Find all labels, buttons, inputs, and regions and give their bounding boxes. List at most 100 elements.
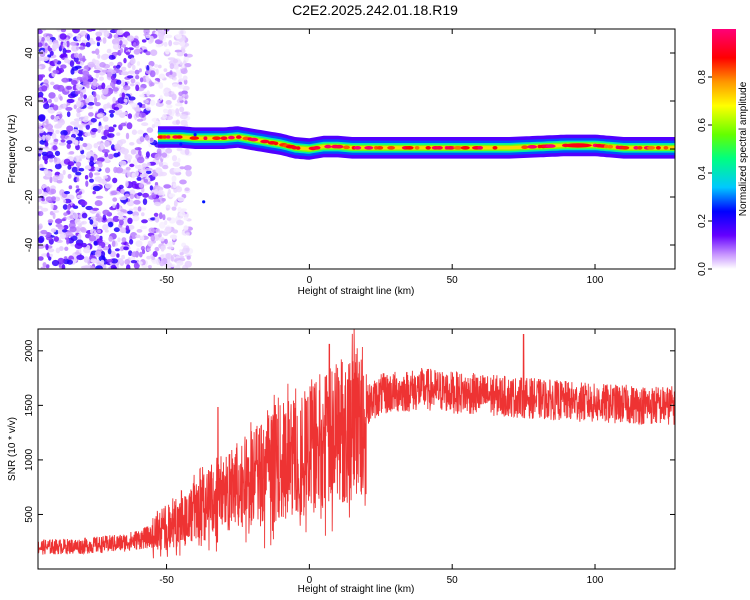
snr-x-ticks: -50 0 50 100 [159,329,604,586]
noise-speckle [176,147,183,152]
noise-speckle [110,75,115,80]
noise-speckle [89,156,94,163]
noise-speckle [90,228,94,234]
noise-speckle [169,63,175,70]
noise-speckle [132,215,140,222]
noise-speckle [148,94,156,98]
noise-speckle [46,186,51,193]
noise-speckle [101,82,106,90]
noise-speckle [100,259,105,265]
noise-speckle [121,66,127,72]
noise-speckle [116,132,121,136]
noise-speckle [45,243,49,251]
noise-speckle [124,154,133,161]
noise-speckle [38,128,45,134]
colorbar-gradient [712,29,736,269]
noise-speckle [113,152,119,158]
noise-speckle [80,265,89,269]
noise-speckle [177,196,185,202]
noise-speckle [124,259,131,265]
x-tick-label: 0 [307,575,313,586]
noise-speckle [135,154,140,159]
noise-speckle [93,97,98,104]
noise-speckle [76,177,80,182]
noise-speckle [95,265,103,269]
y-tick-label: 1500 [24,394,35,417]
noise-speckle [126,170,131,178]
noise-speckle [66,125,74,132]
noise-speckle [100,142,104,150]
noise-speckle [156,148,162,156]
noise-speckle [38,154,42,162]
noise-speckle [169,234,178,239]
isolated-point [179,142,183,146]
noise-speckle [94,172,101,176]
noise-speckle [113,124,117,128]
noise-speckle [71,45,80,52]
noise-speckle [131,183,140,189]
noise-speckle [113,106,120,111]
noise-speckle [154,246,160,252]
noise-speckle [125,132,130,140]
noise-speckle [65,231,73,236]
noise-speckle [145,70,151,74]
noise-speckle [126,122,133,130]
noise-speckle [61,229,68,233]
noise-speckle [53,236,59,242]
noise-speckle [158,236,165,242]
noise-speckle [50,188,57,195]
noise-speckle [123,246,129,251]
noise-speckle [82,118,89,123]
noise-speckle [85,123,91,130]
ridge-peak [620,146,630,150]
noise-speckle [84,132,91,137]
noise-speckle [76,254,85,261]
ridge-peak [189,136,200,140]
noise-speckle [95,48,100,55]
spectrogram-y-ticks: -40 -20 0 20 40 [24,47,675,252]
noise-speckle [78,167,85,172]
noise-speckle [182,85,190,91]
noise-speckle [159,148,167,154]
noise-speckle [41,253,49,257]
noise-speckle [66,238,70,245]
noise-speckle [57,84,65,92]
noise-speckle [95,213,100,218]
noise-speckle [104,152,109,158]
noise-speckle [142,198,148,206]
noise-speckle [128,250,133,256]
noise-speckle [48,39,53,45]
noise-speckle [81,39,88,44]
noise-speckle [38,65,42,69]
noise-speckle [141,264,148,269]
noise-speckle [171,206,177,211]
noise-speckle [178,91,184,97]
noise-speckle [90,258,97,263]
noise-speckle [103,103,111,109]
figure-title: C2E2.2025.242.01.18.R19 [292,2,458,18]
noise-speckle [159,95,163,101]
noise-speckle [141,39,147,43]
noise-speckle [76,76,83,80]
noise-speckle [76,34,81,41]
noise-speckle [90,266,95,269]
noise-speckle [53,178,58,183]
colorbar-label: Normalized spectral amplitude [738,81,749,216]
noise-speckle [99,62,106,68]
noise-speckle [74,251,81,255]
noise-speckle [119,160,127,167]
noise-speckle [150,234,156,242]
noise-speckle [165,148,173,154]
noise-speckle [175,108,180,115]
noise-speckle [104,156,110,162]
noise-speckle [168,241,173,248]
noise-speckle [94,176,102,182]
noise-speckle [173,41,180,46]
noise-speckle [134,147,142,151]
noise-speckle [40,207,49,212]
noise-speckle [85,165,91,170]
noise-speckle [98,162,103,168]
noise-speckle [157,99,161,103]
x-tick-label: -50 [159,575,174,586]
noise-speckle [141,122,149,127]
